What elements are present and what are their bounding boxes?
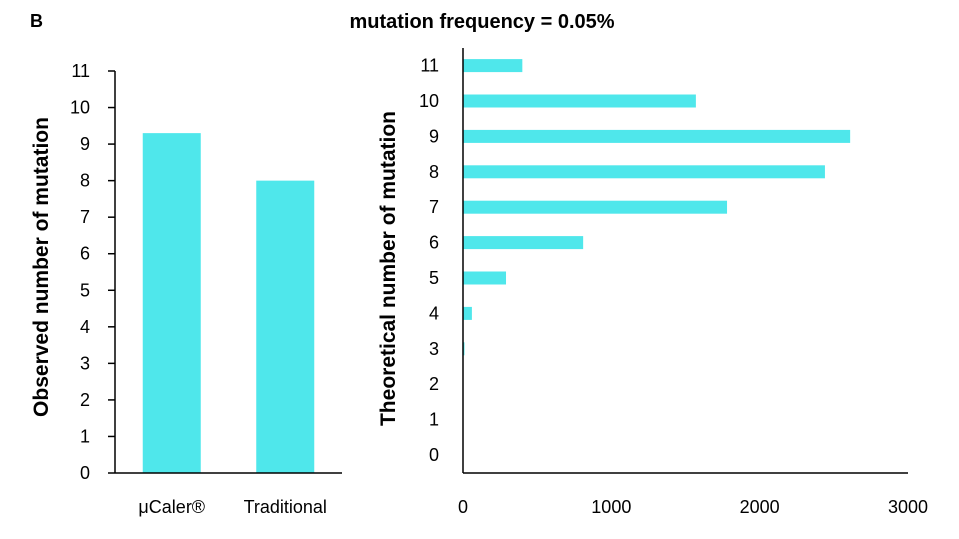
y-tick-label: 11 [71,61,90,81]
y-tick-label: 5 [80,280,90,300]
y-tick-label: 10 [70,98,90,118]
y-tick-label: 0 [80,463,90,483]
chart-title: mutation frequency = 0.05% [349,11,614,33]
y-tick-label: 1 [80,426,90,446]
x-tick-label: 1000 [591,497,631,517]
y-tick-label: 2 [429,374,439,394]
right-bar-chart: 0 1 2 3 4 5 6 7 8 9 10 11 0 1000 2000 3000 Theoretical n… [377,48,928,517]
bar-11 [463,59,523,73]
x-tick-label: μCaler® [138,497,205,517]
y-tick-label: 6 [429,233,439,253]
bar-5 [463,271,507,285]
x-tick-label: 0 [458,497,468,517]
x-tick-label: Traditional [244,497,327,517]
y-tick-label: 7 [429,197,439,217]
panel-label: B [30,11,43,31]
y-tick-label: 1 [429,410,439,430]
bar-7 [463,200,728,214]
y-tick-label: 11 [420,56,439,76]
bar-9 [463,129,851,143]
y-tick-label: 4 [80,317,90,337]
y-tick-label: 0 [429,445,439,465]
bar-0 [142,133,201,474]
y-tick-label: 8 [429,162,439,182]
y-tick-label: 10 [419,91,439,111]
y-tick-label: 9 [80,134,90,154]
y-tick-label: 4 [429,303,439,323]
x-tick-label: 3000 [888,497,928,517]
y-tick-label: 6 [80,244,90,264]
y-tick-label: 7 [80,207,90,227]
left-bar-chart: μCaler® Traditional 0 1 2 3 4 5 6 7 8 9 10 11 Observed… [30,61,342,517]
x-tick-label: 2000 [740,497,780,517]
bar-6 [463,236,584,250]
y-tick-label: 9 [429,126,439,146]
y-tick-label: 5 [429,268,439,288]
y-tick-label: 3 [429,339,439,359]
bar-10 [463,94,696,108]
y-tick-label: 8 [80,171,90,191]
bar-1 [256,180,315,474]
y-axis-title: Observed number of mutation [30,117,53,417]
y-axis-title: Theoretical number of mutation [377,111,400,426]
y-tick-label: 3 [80,353,90,373]
y-tick-label: 2 [80,390,90,410]
bar-8 [463,165,825,179]
bar-4 [463,306,472,320]
